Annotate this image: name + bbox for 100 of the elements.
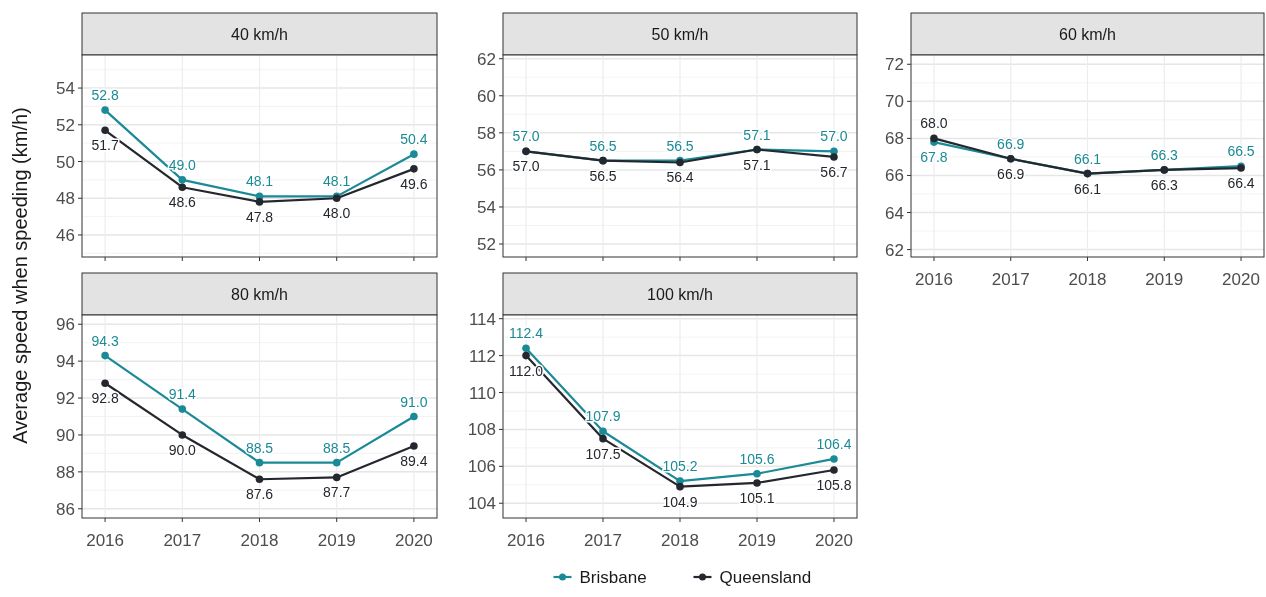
data-label: 88.5 <box>245 439 274 456</box>
y-tick-label: 88 <box>56 462 75 482</box>
x-tick-label: 2016 <box>915 270 953 289</box>
data-label: 66.3 <box>1150 176 1179 193</box>
data-label: 87.7 <box>323 484 351 501</box>
legend-label: Queensland <box>719 568 812 587</box>
data-label: 91.4 <box>168 386 197 403</box>
y-tick-label: 46 <box>56 225 75 245</box>
y-tick-label: 104 <box>467 494 496 514</box>
data-label: 66.1 <box>1073 180 1102 197</box>
y-tick-label: 60 <box>477 86 496 106</box>
data-label: 56.5 <box>589 167 617 184</box>
y-tick-label: 56 <box>477 160 496 180</box>
data-label: 57.0 <box>512 128 540 145</box>
data-label: 66.9 <box>997 135 1025 152</box>
data-label: 66.3 <box>1150 146 1179 163</box>
data-label: 105.6 <box>739 450 775 467</box>
data-label: 104.9 <box>662 493 698 510</box>
x-tick-label: 2017 <box>163 531 202 550</box>
data-label: 56.5 <box>666 137 694 154</box>
legend-label: Brisbane <box>579 568 647 587</box>
data-label: 47.8 <box>245 208 274 225</box>
data-label: 67.8 <box>920 149 948 166</box>
y-axis-title: Average speed when speeding (km/h) <box>9 107 31 444</box>
y-tick-label: 68 <box>885 129 904 149</box>
data-label: 68.0 <box>920 115 948 132</box>
x-tick-label: 2019 <box>1145 270 1184 289</box>
data-label: 57.1 <box>743 156 771 173</box>
data-label: 52.8 <box>91 87 119 104</box>
y-tick-label: 58 <box>477 123 496 143</box>
y-tick-label: 52 <box>477 235 496 255</box>
x-tick-label: 2018 <box>661 531 699 550</box>
x-tick-label: 2017 <box>991 270 1030 289</box>
data-label: 91.0 <box>400 393 428 410</box>
chart-title: 100 km/h <box>647 286 713 303</box>
y-tick-label: 110 <box>468 383 496 403</box>
y-tick-label: 66 <box>885 166 904 186</box>
x-tick-label: 2019 <box>317 531 356 550</box>
x-tick-label: 2019 <box>738 531 776 550</box>
x-tick-label: 2016 <box>507 531 545 550</box>
y-tick-label: 52 <box>56 115 75 135</box>
data-label: 56.4 <box>666 169 694 186</box>
x-tick-label: 2018 <box>240 531 279 550</box>
data-label: 50.4 <box>400 131 428 148</box>
data-label: 66.9 <box>997 165 1025 182</box>
y-tick-label: 54 <box>477 197 496 217</box>
x-tick-label: 2017 <box>584 531 622 550</box>
data-label: 48.0 <box>323 205 351 222</box>
data-label: 87.6 <box>245 486 274 503</box>
data-label: 57.0 <box>512 158 540 175</box>
y-tick-label: 112 <box>468 346 496 366</box>
y-tick-label: 62 <box>885 240 904 260</box>
y-tick-label: 50 <box>56 152 75 172</box>
y-tick-label: 72 <box>885 55 904 75</box>
chart-title: 60 km/h <box>1059 26 1116 43</box>
data-label: 48.1 <box>245 173 274 190</box>
data-label: 105.2 <box>662 458 698 475</box>
data-label: 49.0 <box>168 156 197 173</box>
chart-title: 40 km/h <box>231 26 288 43</box>
x-tick-label: 2020 <box>394 531 433 550</box>
data-label: 49.6 <box>400 175 428 192</box>
chart-title: 50 km/h <box>651 26 709 43</box>
data-label: 48.6 <box>168 194 197 211</box>
x-tick-label: 2016 <box>86 531 125 550</box>
y-tick-label: 114 <box>468 309 496 329</box>
chart-title: 80 km/h <box>231 286 288 303</box>
data-label: 92.8 <box>91 390 119 407</box>
data-label: 48.1 <box>323 173 351 190</box>
data-label: 112.4 <box>509 325 544 342</box>
data-label: 94.3 <box>91 332 119 349</box>
data-label: 88.5 <box>323 439 351 456</box>
y-tick-label: 62 <box>477 49 496 69</box>
x-tick-label: 2020 <box>1222 270 1260 289</box>
data-label: 107.5 <box>585 445 621 462</box>
y-tick-label: 92 <box>56 389 75 409</box>
y-tick-label: 48 <box>56 189 75 209</box>
y-tick-label: 106 <box>467 457 496 477</box>
data-label: 90.0 <box>168 441 197 458</box>
data-label: 106.4 <box>816 435 852 452</box>
y-tick-label: 64 <box>885 203 904 223</box>
data-label: 105.8 <box>816 477 852 494</box>
y-tick-label: 70 <box>885 92 904 112</box>
data-label: 51.7 <box>91 137 119 154</box>
y-tick-label: 96 <box>56 315 75 335</box>
x-tick-label: 2018 <box>1068 270 1107 289</box>
data-label: 57.0 <box>820 128 848 145</box>
data-label: 66.5 <box>1227 143 1255 160</box>
y-tick-label: 90 <box>56 425 75 445</box>
data-label: 105.1 <box>739 489 775 506</box>
y-tick-label: 54 <box>56 79 75 99</box>
y-tick-label: 94 <box>56 352 75 372</box>
data-label: 89.4 <box>400 453 428 470</box>
data-label: 56.5 <box>589 137 617 154</box>
y-tick-label: 108 <box>467 420 496 440</box>
data-label: 66.1 <box>1073 150 1102 167</box>
x-tick-label: 2020 <box>815 531 853 550</box>
data-label: 57.1 <box>743 126 771 143</box>
data-label: 56.7 <box>820 163 848 180</box>
y-tick-label: 86 <box>56 499 75 519</box>
data-label: 66.4 <box>1227 175 1255 192</box>
